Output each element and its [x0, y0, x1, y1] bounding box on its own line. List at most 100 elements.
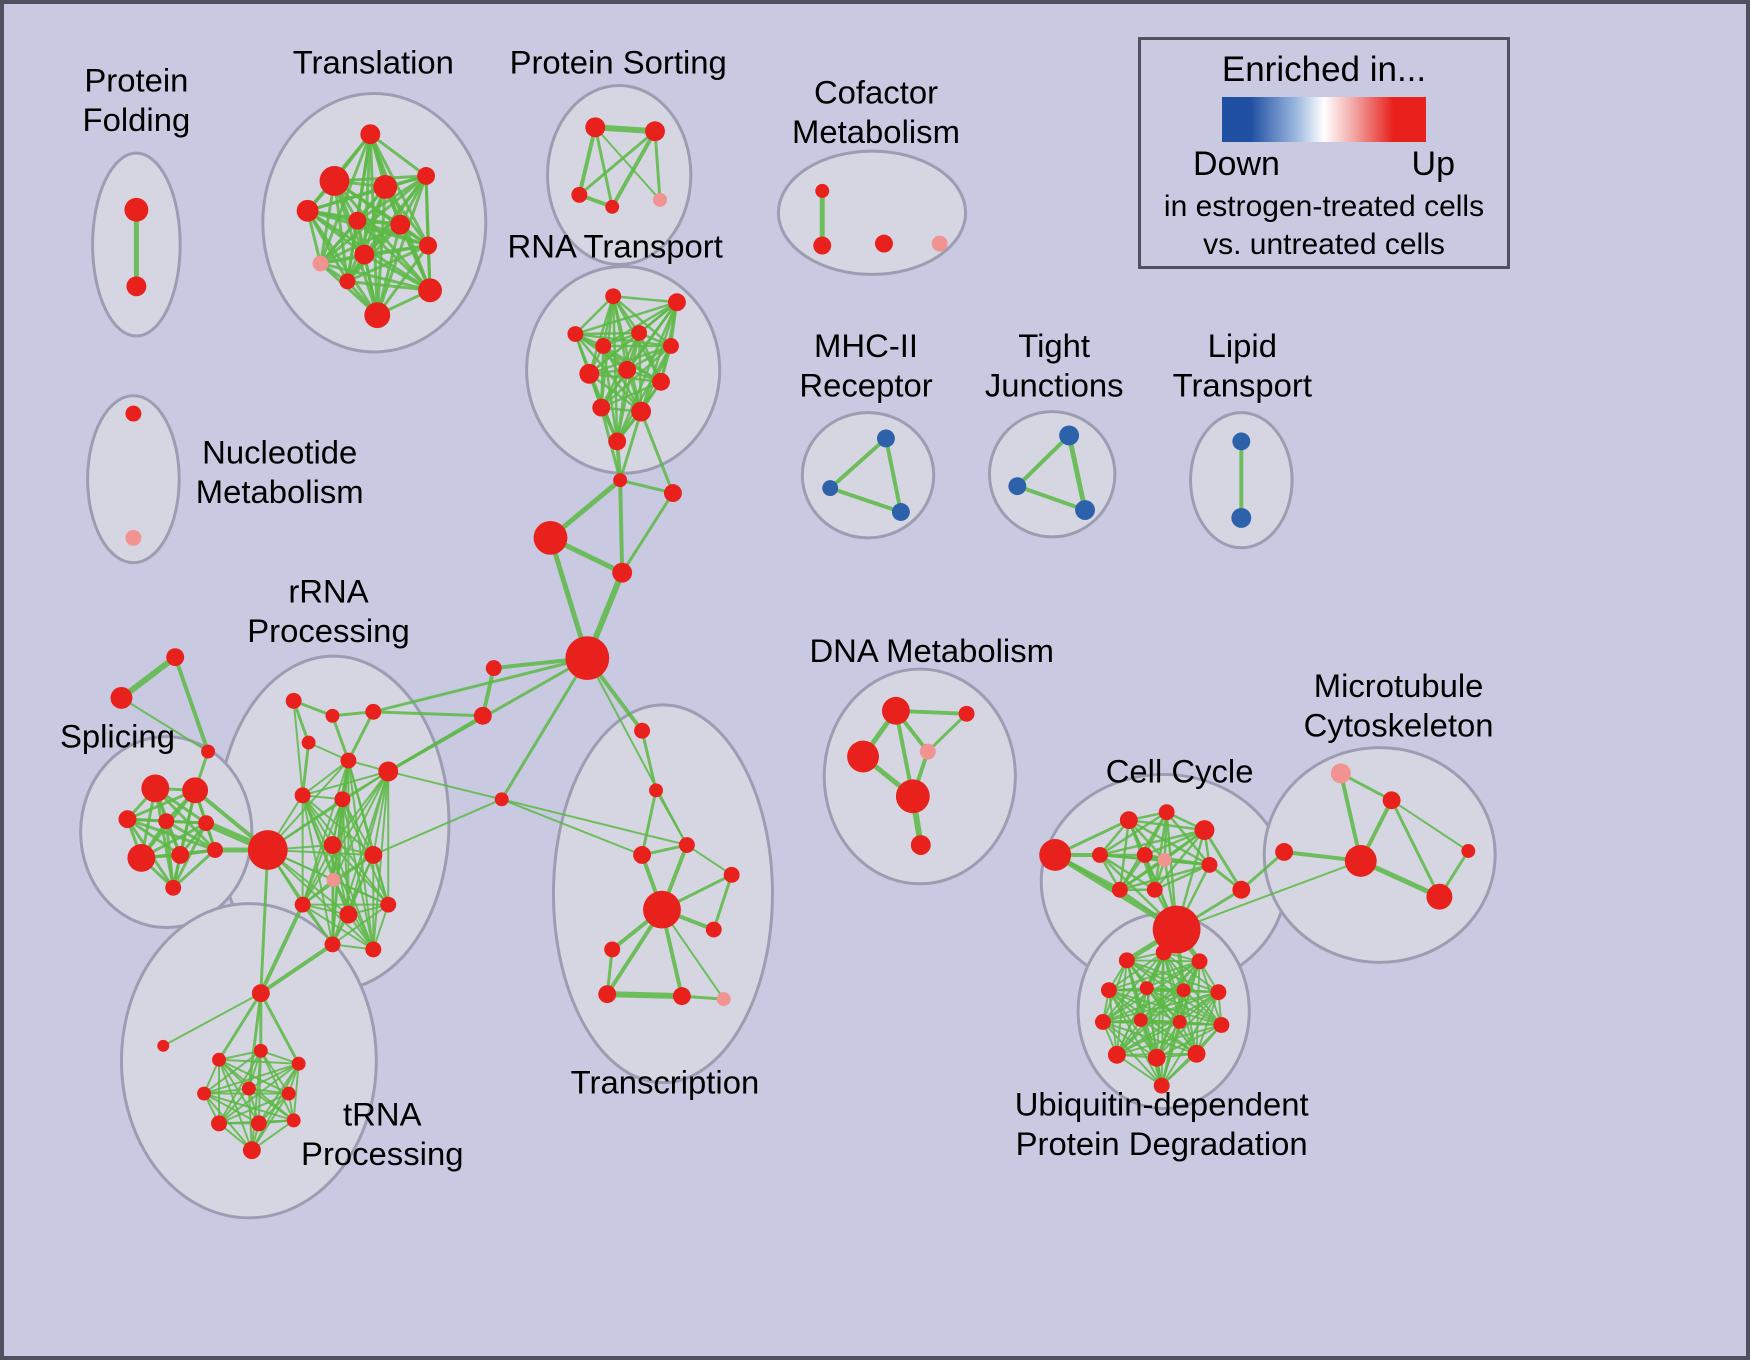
edge-rt7-rt11	[588, 372, 643, 413]
edge-tp1-tp8	[218, 1058, 260, 1125]
edge-t5-t13	[375, 174, 428, 317]
edge-m2-m6	[1390, 799, 1470, 852]
node-cc7	[1157, 852, 1172, 867]
edge-rr6-rr17	[372, 770, 390, 951]
node-t2	[319, 166, 350, 196]
node-d6	[910, 835, 931, 855]
edge-rr8-rr14	[341, 798, 350, 916]
cluster-ellipse-tight-junctions	[987, 410, 1117, 539]
edge-x7-tr4	[500, 798, 644, 856]
node-rr2	[325, 708, 340, 723]
node-rr5	[340, 752, 357, 769]
edge-t9-t10	[362, 244, 430, 257]
node-x4	[612, 562, 633, 583]
cluster-label-tight-junctions: Tight Junctions	[985, 327, 1124, 404]
edge-cc4-cc6	[1143, 828, 1206, 857]
node-u2	[1155, 944, 1172, 961]
edge-rr16-tp0	[258, 942, 335, 996]
edge-tp1-tp6	[218, 1058, 290, 1095]
edge-ps1-ps5	[594, 126, 661, 201]
edge-u8-u13	[1101, 1020, 1158, 1059]
edge-rr13-tp0	[258, 902, 305, 996]
node-rt8	[618, 360, 637, 379]
enrichment-network: Protein Folding Translation Protein Sorting…	[60, 44, 1497, 1220]
node-rt11	[631, 401, 652, 422]
node-t11	[339, 273, 356, 290]
edge-rt5-rt7	[588, 331, 641, 376]
edge-tp5-tp9	[247, 1087, 295, 1122]
edge-u11-u13	[1155, 1023, 1223, 1059]
edge-rr10-rr17	[331, 844, 375, 951]
node-t8	[312, 255, 329, 272]
node-u3	[1191, 953, 1208, 970]
node-tp1	[212, 1052, 226, 1067]
node-rr12	[326, 872, 341, 887]
node-cc10	[1146, 881, 1163, 898]
node-nm2	[125, 529, 142, 546]
cluster-ellipse-nucleotide-metabolism	[86, 394, 181, 565]
edge-rr1-rr7	[292, 699, 304, 797]
edge-rt1-rt2	[611, 295, 679, 304]
node-rt1	[605, 288, 622, 305]
cluster-ellipse-cofactor-metabolism	[776, 149, 968, 276]
node-tp6	[281, 1086, 296, 1101]
node-rr11	[364, 846, 383, 864]
node-tri1	[166, 648, 185, 667]
edge-u10-u12	[1115, 1020, 1181, 1056]
edge-ps2-ps5	[653, 129, 662, 202]
edge-s4-s8	[164, 819, 217, 852]
edge-tp6-tp7	[218, 1092, 290, 1125]
edge-rr6-rr14	[347, 770, 390, 916]
edge-rt4-rt10	[600, 344, 605, 409]
edge-tp3-tp5	[247, 1062, 300, 1090]
node-x7	[494, 792, 509, 807]
edge-s5-s9	[171, 821, 208, 890]
edge-cc11-m3	[1239, 850, 1286, 892]
edge-rr11-rr16	[331, 853, 375, 946]
node-u11	[1213, 1017, 1230, 1033]
cluster-label-splicing: Splicing	[60, 718, 175, 755]
node-x1	[613, 473, 628, 488]
node-m6	[1461, 844, 1476, 858]
cluster-label-rrna-processing: rRNA Processing	[247, 572, 409, 649]
cluster-label-nucleotide-metabolism: Nucleotide Metabolism	[196, 433, 364, 510]
edge-mh2-mh3	[828, 486, 903, 514]
node-tj2	[1008, 477, 1027, 496]
node-tr2	[649, 783, 663, 798]
node-rt9	[652, 372, 670, 391]
node-rr17	[365, 941, 382, 958]
node-u12	[1107, 1045, 1126, 1064]
edge-hub-rr3	[371, 656, 589, 714]
edge-d2-d4	[926, 712, 969, 754]
edge-s8-s9	[171, 848, 217, 890]
edge-rr9-tp0	[259, 848, 270, 995]
node-tr11	[716, 992, 731, 1007]
edge-mh1-mh3	[883, 436, 903, 514]
edge-tr5-tr7	[712, 873, 734, 932]
node-cc8	[1201, 856, 1218, 873]
node-mh1	[876, 429, 895, 448]
legend-subtitle: in estrogen-treated cells vs. untreated …	[1163, 190, 1485, 261]
edge-tj2-tj3	[1015, 484, 1088, 512]
edge-cc8-cc9	[1118, 863, 1211, 892]
node-u7	[1210, 984, 1227, 1001]
edge-tp2-tp9	[259, 1049, 295, 1122]
edge-u5-u8	[1101, 987, 1148, 1023]
node-x5	[485, 660, 502, 677]
legend-down-label: Down	[1193, 145, 1280, 183]
node-tr1	[634, 722, 651, 739]
node-tri2	[110, 686, 133, 709]
legend-gradient-bar	[1222, 97, 1426, 142]
cluster-label-lipid-transport: Lipid Transport	[1173, 327, 1312, 404]
node-rr3	[365, 703, 382, 720]
node-tp3	[291, 1056, 306, 1071]
edge-rr8-rr16	[331, 798, 344, 946]
node-u5	[1139, 981, 1154, 996]
edge-u6-u9	[1139, 989, 1185, 1021]
edge-t9-t12	[362, 253, 432, 292]
edge-rr8-rr17	[341, 798, 375, 951]
edge-cc4-cc5	[1098, 828, 1206, 857]
node-t3	[296, 199, 319, 222]
node-cm1	[815, 183, 830, 198]
